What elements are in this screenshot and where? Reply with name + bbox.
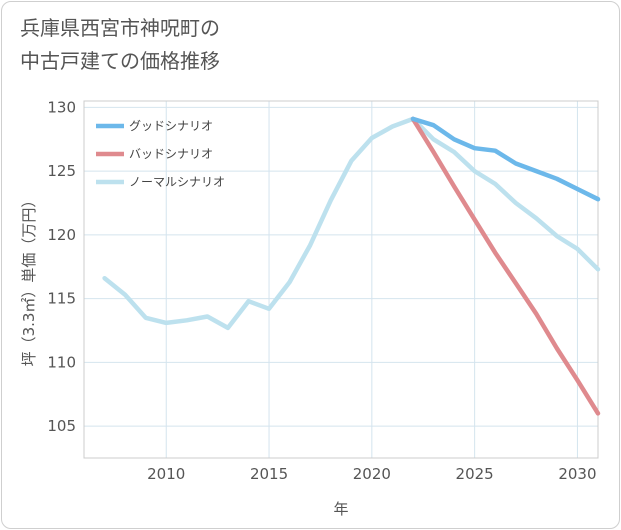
x-tick-2015: 2015 xyxy=(250,465,288,483)
y-tick-105: 105 xyxy=(47,417,76,435)
chart-title: 兵庫県西宮市神呪町の 中古戸建ての価格推移 xyxy=(20,12,420,78)
x-tick-2010: 2010 xyxy=(147,465,185,483)
series-line-good xyxy=(410,116,601,202)
x-tick-2025: 2025 xyxy=(456,465,494,483)
y-tick-120: 120 xyxy=(47,226,76,244)
y-tick-130: 130 xyxy=(47,98,76,116)
y-tick-110: 110 xyxy=(47,353,76,371)
legend-label-normal: ノーマルシナリオ xyxy=(129,175,225,189)
y-tick-labels: 105 110 115 120 125 130 xyxy=(47,98,76,435)
plot-frame xyxy=(83,100,599,459)
y-tick-125: 125 xyxy=(47,162,76,180)
chart-title-line-2: 中古戸建ての価格推移 xyxy=(20,49,220,73)
x-tick-labels: 2010 2015 2020 2025 2030 xyxy=(147,465,596,483)
legend-label-good: グッドシナリオ xyxy=(129,119,213,133)
y-tick-115: 115 xyxy=(47,290,76,308)
series-line-normal xyxy=(102,116,601,331)
x-axis-label: 年 xyxy=(333,500,348,518)
y-axis-label: 坪（3.3㎡）単価（万円） xyxy=(20,193,38,367)
series-layer xyxy=(102,116,601,416)
chart-title-line-1: 兵庫県西宮市神呪町の xyxy=(20,16,220,40)
x-tick-2020: 2020 xyxy=(353,465,391,483)
legend-label-bad: バッドシナリオ xyxy=(129,147,213,161)
series-line-bad xyxy=(410,116,601,416)
grid xyxy=(84,101,598,458)
x-tick-2030: 2030 xyxy=(558,465,596,483)
